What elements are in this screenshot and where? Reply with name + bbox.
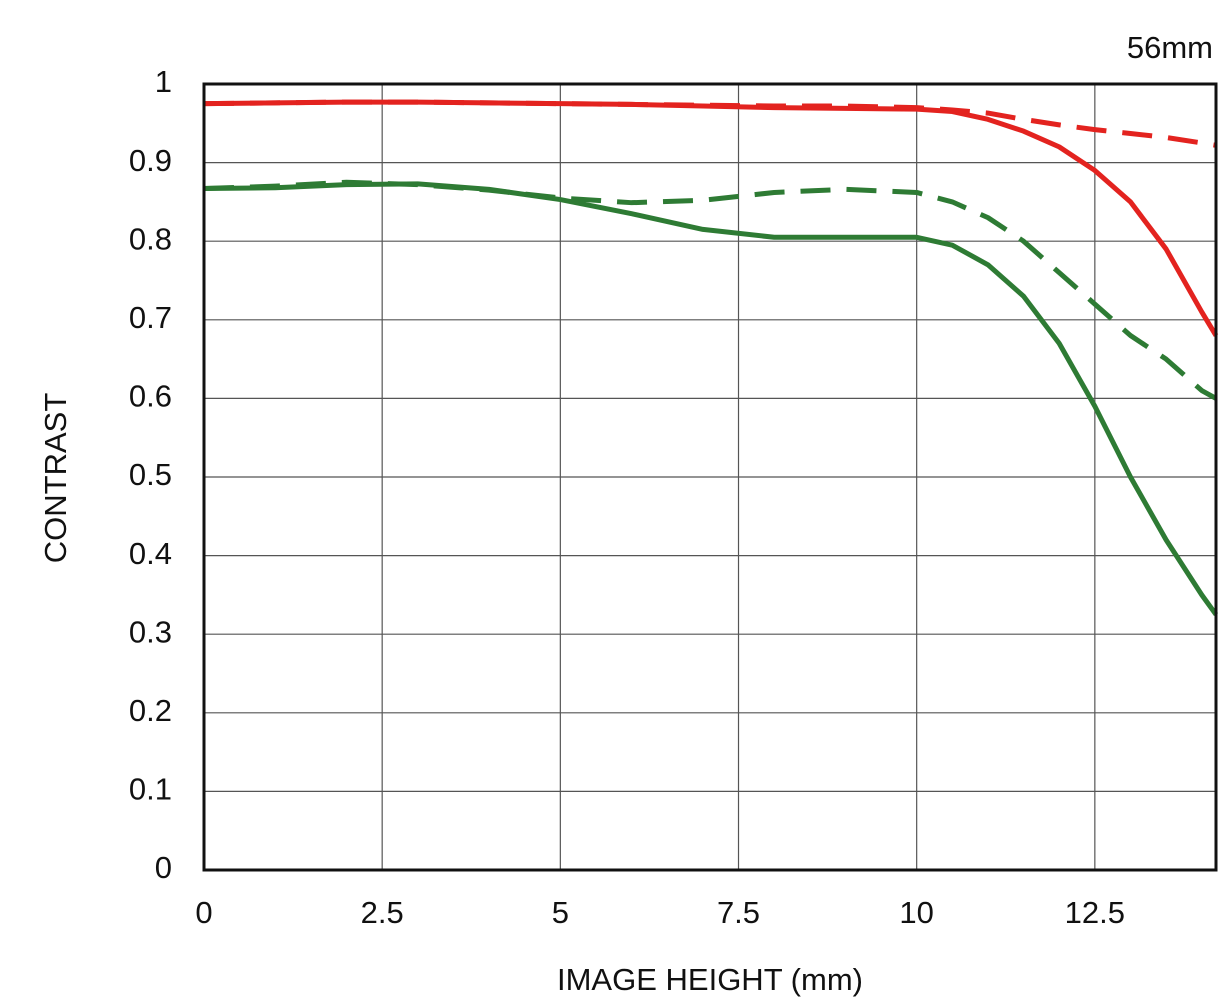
y-tick-label: 0.8 [129,221,172,256]
x-tick-label: 12.5 [1065,895,1125,930]
x-tick-label: 10 [899,895,933,930]
x-tick-label: 5 [552,895,569,930]
y-tick-label: 0.1 [129,772,172,807]
y-tick-label: 0.4 [129,536,172,571]
y-tick-label: 0.7 [129,300,172,335]
x-tick-label: 0 [195,895,212,930]
y-tick-label: 0.5 [129,457,172,492]
series-line [204,99,1217,148]
y-tick-label: 0.6 [129,379,172,414]
y-tick-label: 0.9 [129,143,172,178]
y-axis-label: CONTRAST [38,393,73,564]
x-axis-label: IMAGE HEIGHT (mm) [557,962,863,997]
series-line [204,179,1218,401]
y-tick-label: 0.2 [129,693,172,728]
y-tick-label: 0 [155,850,172,885]
plot-frame [202,82,1218,872]
x-tick-label: 2.5 [361,895,404,930]
series-line [204,181,1219,617]
y-tick-label: 0.3 [129,614,172,649]
x-tick-label: 7.5 [717,895,760,930]
annotation: 56mm [1127,30,1213,65]
y-tick-label: 1 [155,64,172,99]
series-line [204,99,1219,337]
